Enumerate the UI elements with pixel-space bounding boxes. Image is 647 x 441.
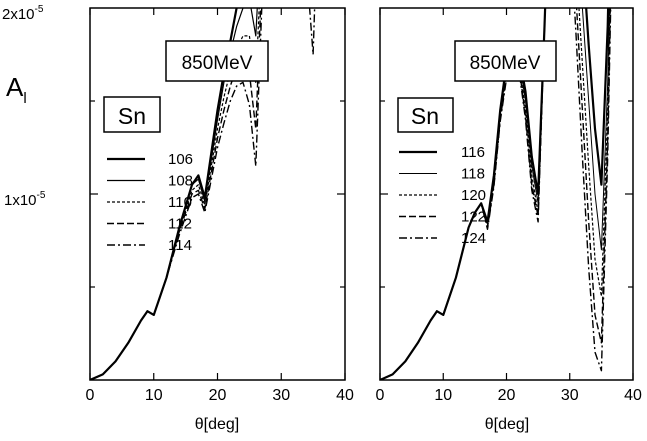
left-legend-label-108: 108	[168, 173, 193, 190]
left-x-tick-label-0: 0	[86, 387, 95, 404]
y-axis-label: Al	[6, 72, 27, 107]
right-x-tick-label-0: 0	[376, 387, 385, 404]
right-energy-label-box: 850MeV	[454, 40, 557, 82]
left-x-axis-label: θ[deg]	[195, 416, 239, 433]
left-x-tick-label-30: 30	[272, 387, 290, 404]
right-series-line-124	[380, 8, 612, 380]
left-element-label: Sn	[118, 103, 146, 129]
left-element-label-box: Sn	[103, 96, 161, 133]
right-x-axis-label: θ[deg]	[485, 416, 529, 433]
right-x-tick-label-20: 20	[498, 387, 516, 404]
right-legend-label-118: 118	[461, 166, 485, 183]
left-panel: 0 10 20 30 40 850MeV Sn 106 108 110 112 114 θ[de…	[86, 7, 354, 433]
right-axis-ticks: 0 10 20 30 40	[376, 8, 642, 404]
left-x-tick-label-20: 20	[209, 387, 227, 404]
y-axis-label-subscript: l	[23, 90, 26, 107]
left-legend-label-112: 112	[168, 216, 192, 233]
y-tick-label-1e-5: 1x10-5	[4, 190, 46, 209]
right-element-label: Sn	[411, 103, 439, 129]
left-legend-label-114: 114	[168, 237, 192, 254]
right-x-tick-label-40: 40	[624, 387, 642, 404]
right-legend-label-122: 122	[461, 209, 486, 226]
left-x-tick-label-40: 40	[336, 387, 354, 404]
left-series-line-112	[90, 8, 262, 380]
left-legend: 106 108 110 112 114	[107, 151, 193, 254]
left-energy-label-box: 850MeV	[165, 40, 269, 82]
right-energy-label: 850MeV	[470, 53, 541, 74]
left-legend-label-106: 106	[168, 151, 193, 168]
left-series-lines	[90, 8, 316, 380]
right-legend-label-124: 124	[461, 230, 486, 247]
right-x-tick-label-10: 10	[434, 387, 452, 404]
left-x-tick-label-10: 10	[145, 387, 163, 404]
left-legend-label-110: 110	[168, 194, 192, 211]
right-x-tick-label-30: 30	[561, 387, 579, 404]
right-legend: 116 118 120 122 124	[399, 144, 486, 247]
left-series-line-114	[90, 8, 316, 380]
left-axis-ticks: 0 10 20 30 40	[86, 8, 354, 404]
right-legend-label-120: 120	[461, 187, 486, 204]
right-element-label-box: Sn	[397, 97, 454, 133]
right-legend-label-116: 116	[461, 144, 485, 161]
right-series-lines	[380, 8, 612, 380]
right-panel: 0 10 20 30 40 850MeV Sn 116 118 120 122 124 θ[de…	[376, 7, 642, 433]
y-tick-label-2e-5: 2x10-5	[2, 4, 44, 23]
left-energy-label: 850MeV	[182, 53, 253, 74]
